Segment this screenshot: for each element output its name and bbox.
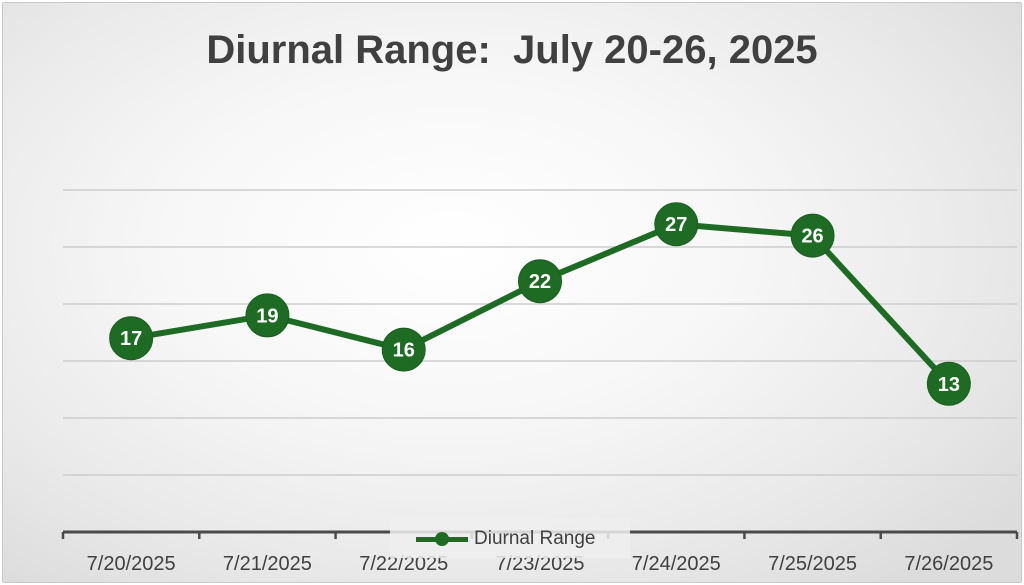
data-point [109, 316, 154, 361]
x-tick-label: 7/26/2025 [904, 553, 993, 575]
x-tick-label: 7/25/2025 [768, 553, 857, 575]
data-point [518, 259, 562, 304]
series-diurnal-range: 17 19 16 22 27 26 13 [109, 202, 971, 406]
data-label: 22 [529, 271, 551, 293]
x-tick-label: 7/24/2025 [632, 553, 721, 575]
gridlines [63, 189, 1017, 476]
data-label: 19 [256, 305, 278, 327]
data-label: 17 [120, 328, 142, 350]
data-label: 16 [393, 340, 415, 362]
data-point [245, 293, 290, 338]
data-label: 13 [938, 374, 960, 396]
x-axis: 7/20/2025 7/21/2025 7/22/2025 7/23/2025 7/24… [61, 530, 1019, 575]
legend-marker [412, 527, 472, 551]
data-point [790, 213, 835, 258]
data-label: 26 [801, 226, 823, 248]
x-tick-label: 7/21/2025 [223, 553, 312, 575]
data-point [926, 361, 971, 406]
data-point [381, 327, 426, 372]
x-tick-label: 7/22/2025 [359, 553, 448, 575]
data-point [654, 202, 699, 247]
legend-label: Diurnal Range [474, 528, 596, 549]
data-label: 27 [665, 214, 687, 236]
legend: Diurnal Range [412, 527, 595, 551]
x-tick-label: 7/23/2025 [496, 553, 585, 575]
chart-title: Diurnal Range: July 20-26, 2025 [206, 28, 818, 72]
x-tick-label: 7/20/2025 [87, 553, 176, 575]
